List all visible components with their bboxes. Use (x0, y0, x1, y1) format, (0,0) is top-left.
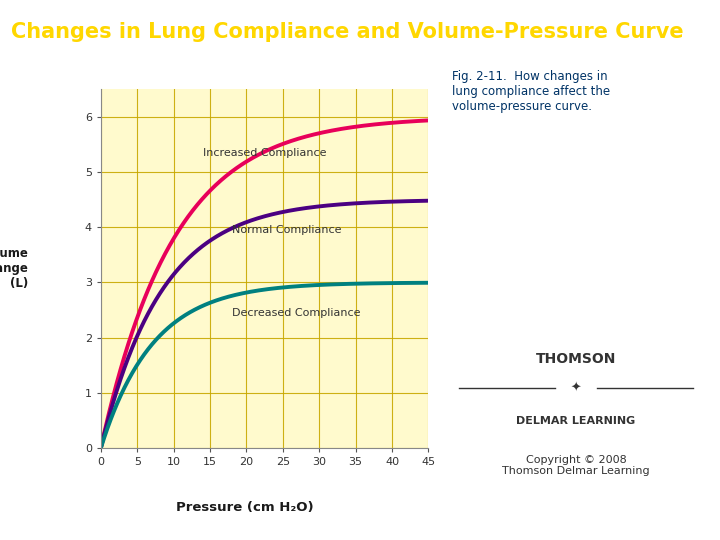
Y-axis label: Volume
Change
(L): Volume Change (L) (0, 247, 29, 290)
Text: Increased Compliance: Increased Compliance (203, 147, 326, 158)
Text: Normal Compliance: Normal Compliance (232, 225, 341, 235)
Text: THOMSON: THOMSON (536, 352, 616, 366)
Text: Pressure (cm H₂O): Pressure (cm H₂O) (176, 501, 314, 514)
Text: ✦: ✦ (571, 381, 581, 394)
Text: DELMAR LEARNING: DELMAR LEARNING (516, 416, 636, 426)
Text: Fig. 2-11.  How changes in
lung compliance affect the
volume-pressure curve.: Fig. 2-11. How changes in lung complianc… (451, 70, 610, 113)
Text: Copyright © 2008
Thomson Delmar Learning: Copyright © 2008 Thomson Delmar Learning (502, 455, 650, 476)
Text: Decreased Compliance: Decreased Compliance (232, 308, 360, 318)
Text: Changes in Lung Compliance and Volume-Pressure Curve: Changes in Lung Compliance and Volume-Pr… (12, 22, 684, 43)
